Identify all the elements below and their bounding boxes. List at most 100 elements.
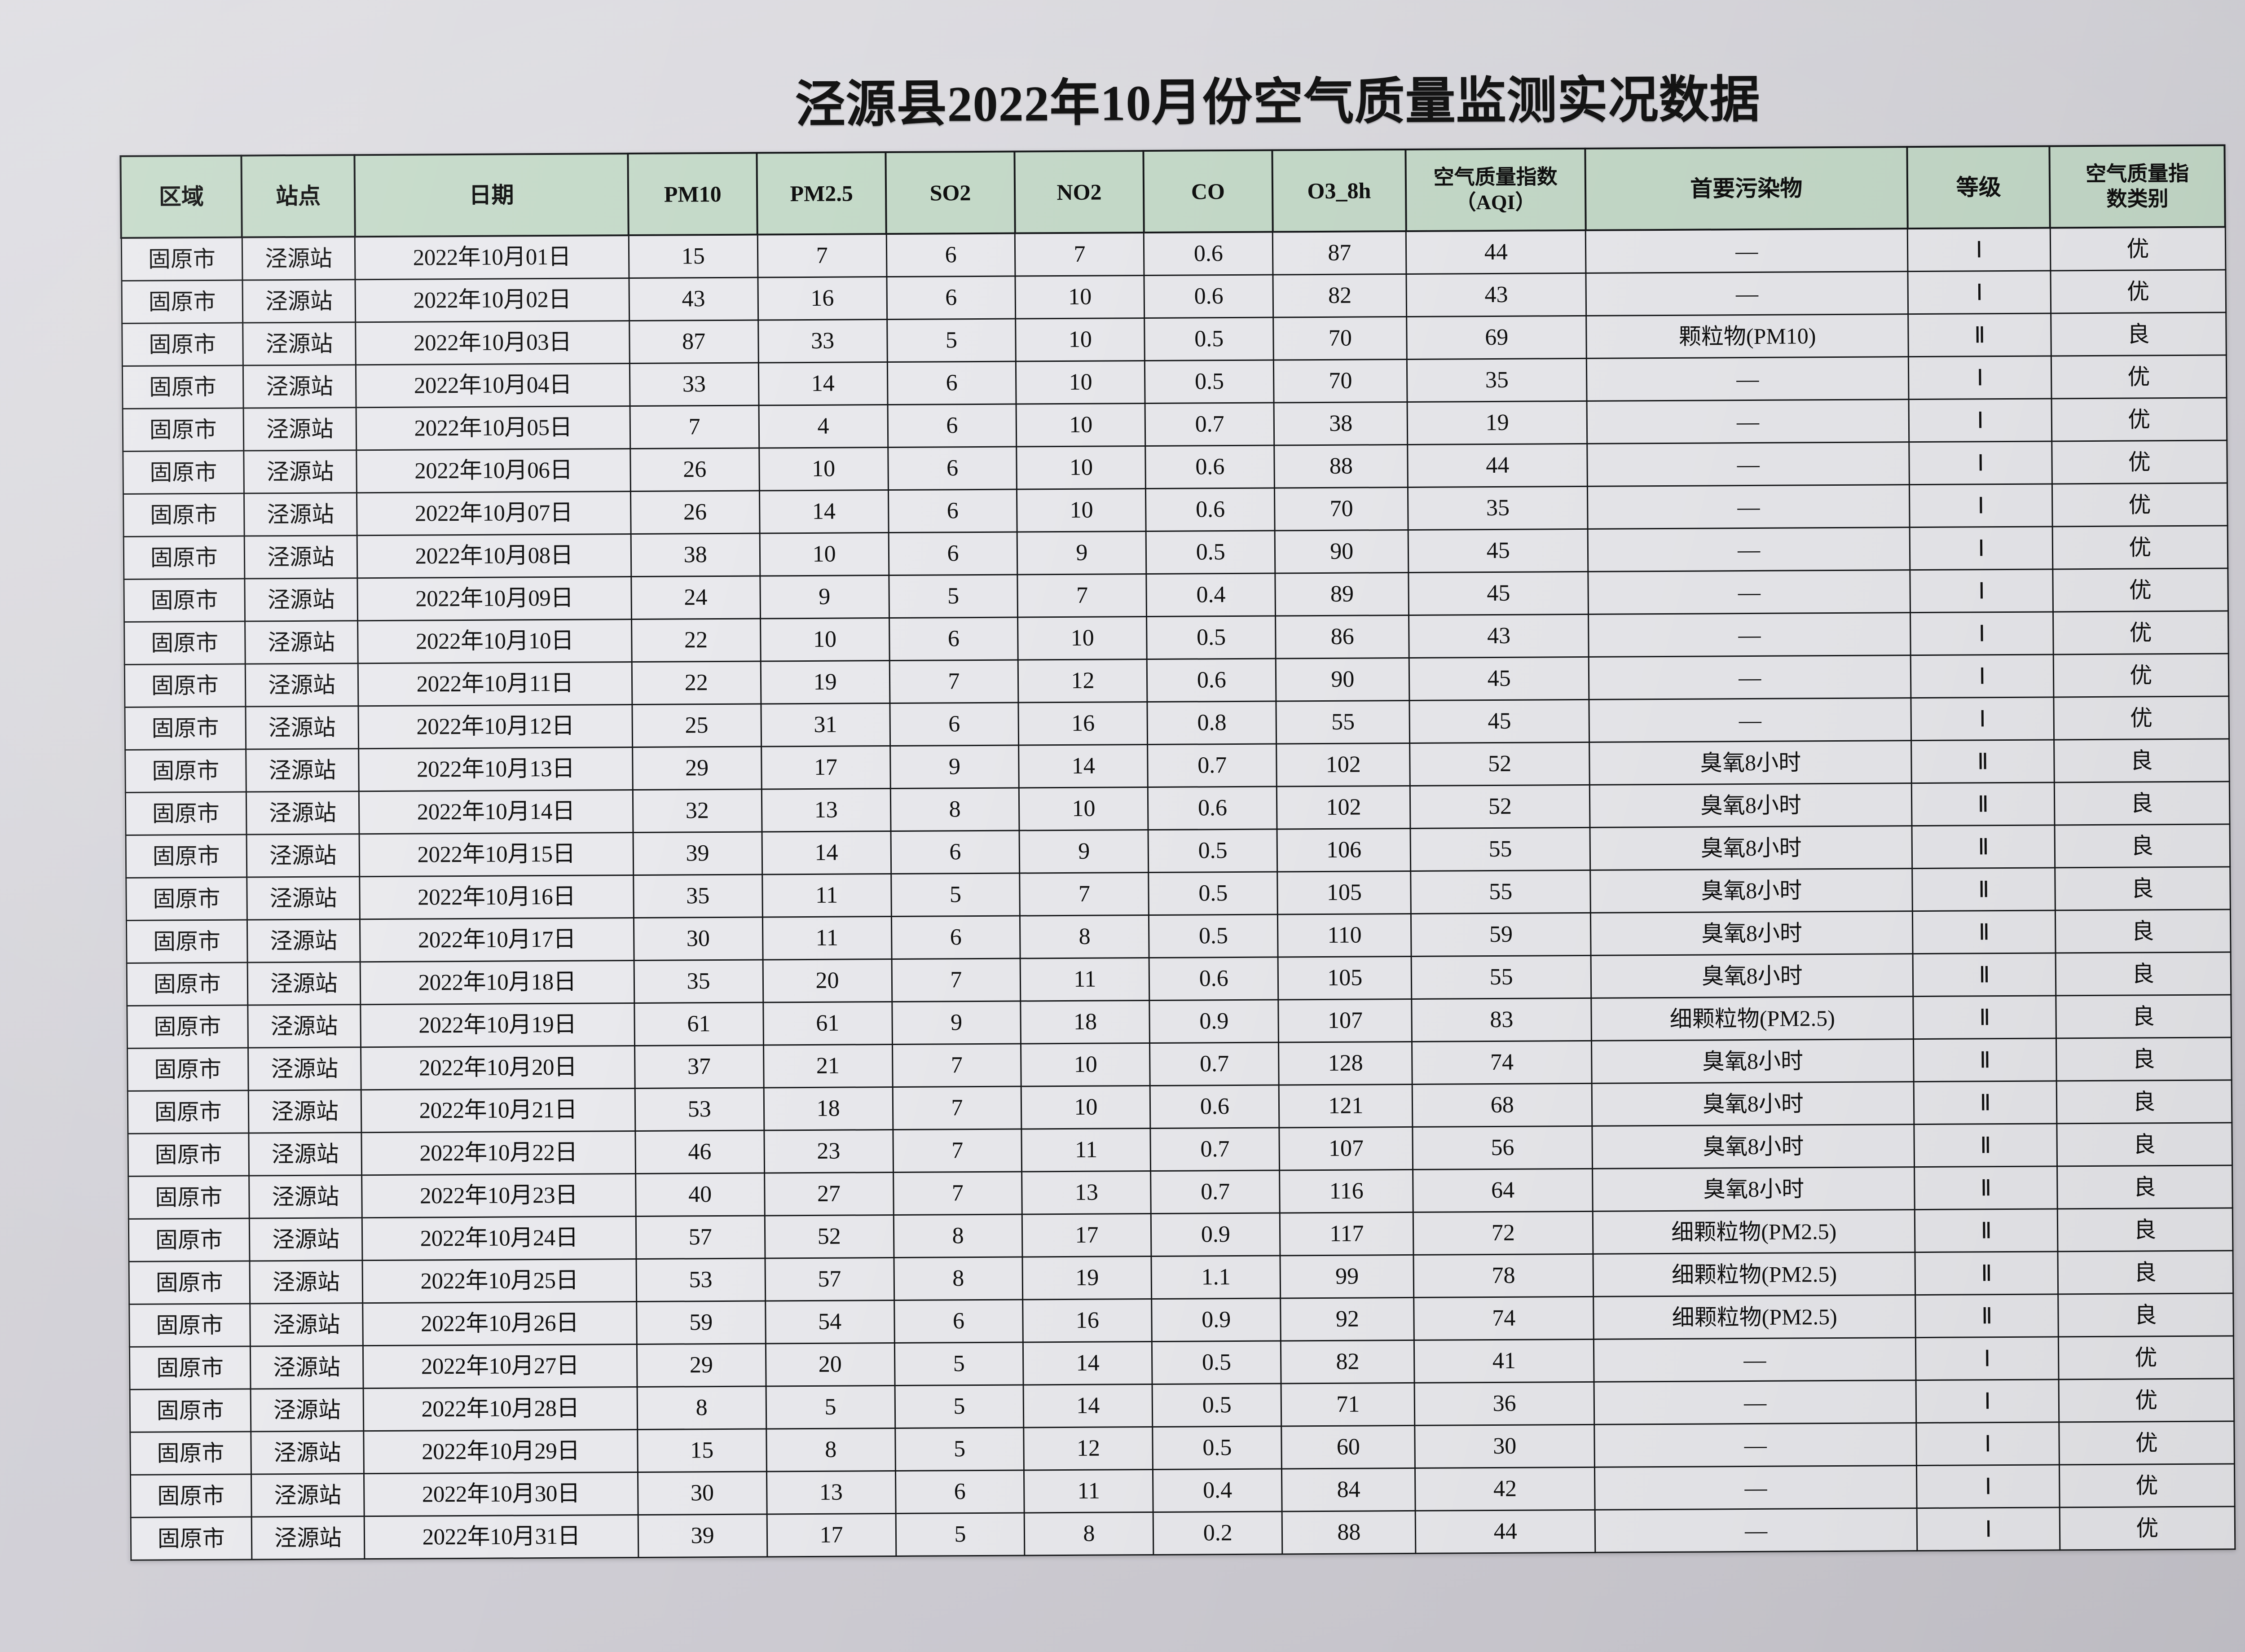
cell-station: 泾源站 (249, 1260, 363, 1304)
cell-category: 良 (2054, 824, 2230, 868)
cell-no2: 10 (1021, 1085, 1151, 1129)
cell-pm10: 57 (636, 1216, 765, 1259)
cell-category: 优 (2059, 1378, 2234, 1422)
cell-station: 泾源站 (245, 663, 358, 707)
cell-pm25: 14 (758, 362, 888, 406)
cell-category: 良 (2056, 1080, 2232, 1124)
cell-pm10: 25 (632, 704, 762, 747)
cell-date: 2022年10月22日 (361, 1131, 636, 1175)
cell-pollutant: 颗粒物(PM10) (1586, 314, 1909, 359)
cell-region: 固原市 (127, 1005, 248, 1049)
cell-pm10: 40 (635, 1173, 765, 1217)
cell-pm25: 16 (757, 277, 887, 321)
cell-pm10: 53 (634, 1088, 764, 1131)
cell-category: 良 (2054, 738, 2229, 782)
cell-station: 泾源站 (244, 492, 357, 536)
cell-station: 泾源站 (250, 1345, 364, 1389)
cell-o3-8h: 89 (1275, 572, 1409, 616)
cell-o3-8h: 71 (1281, 1383, 1415, 1426)
cell-so2: 6 (888, 489, 1017, 533)
cell-so2: 8 (894, 1257, 1023, 1301)
cell-date: 2022年10月04日 (356, 363, 630, 408)
cell-pollutant: — (1587, 442, 1910, 487)
cell-o3-8h: 55 (1276, 700, 1410, 744)
cell-co: 0.4 (1153, 1468, 1282, 1512)
cell-no2: 10 (1017, 616, 1147, 660)
cell-aqi: 45 (1409, 699, 1589, 743)
cell-so2: 5 (891, 873, 1020, 917)
cell-co: 0.5 (1148, 829, 1277, 873)
cell-o3-8h: 88 (1274, 444, 1408, 488)
cell-pm25: 17 (761, 746, 890, 790)
col-header-aqi-line2: （AQI） (1455, 190, 1536, 214)
cell-o3-8h: 86 (1275, 615, 1409, 659)
cell-pollutant: — (1594, 1380, 1917, 1425)
cell-aqi: 52 (1410, 742, 1590, 786)
cell-pm25: 23 (764, 1129, 894, 1173)
cell-station: 泾源站 (251, 1388, 364, 1432)
cell-region: 固原市 (123, 493, 245, 537)
cell-category: 良 (2054, 781, 2230, 825)
cell-aqi: 72 (1413, 1211, 1593, 1255)
cell-pollutant: 细颗粒物(PM2.5) (1593, 1252, 1915, 1297)
cell-region: 固原市 (121, 237, 242, 281)
cell-co: 0.7 (1149, 1042, 1279, 1086)
air-quality-table: 区域 站点 日期 PM10 PM2.5 SO2 NO2 CO O3_8h 空气质… (119, 144, 2236, 1561)
cell-aqi: 44 (1415, 1510, 1595, 1554)
cell-no2: 9 (1017, 531, 1147, 575)
cell-o3-8h: 90 (1276, 658, 1410, 702)
cell-aqi: 45 (1409, 571, 1589, 615)
cell-pm25: 11 (762, 874, 891, 918)
cell-o3-8h: 102 (1276, 743, 1410, 787)
cell-category: 优 (2051, 397, 2227, 441)
cell-pm10: 35 (633, 874, 763, 918)
cell-grade: Ⅱ (1911, 739, 2055, 783)
cell-category: 良 (2055, 909, 2231, 953)
cell-date: 2022年10月01日 (355, 235, 629, 280)
cell-o3-8h: 70 (1273, 316, 1407, 360)
cell-grade: Ⅱ (1913, 1038, 2057, 1082)
cell-pm10: 22 (631, 619, 761, 662)
cell-pm25: 13 (766, 1471, 896, 1514)
cell-so2: 5 (894, 1384, 1024, 1428)
cell-no2: 14 (1023, 1341, 1153, 1385)
cell-pm10: 38 (630, 533, 760, 577)
col-header-no2: NO2 (1014, 151, 1144, 233)
cell-pm25: 52 (764, 1215, 894, 1258)
cell-no2: 7 (1017, 574, 1147, 618)
cell-date: 2022年10月29日 (363, 1429, 638, 1474)
cell-so2: 6 (889, 703, 1019, 746)
cell-pm10: 30 (638, 1471, 767, 1515)
cell-so2: 5 (895, 1512, 1025, 1556)
cell-o3-8h: 70 (1273, 359, 1408, 403)
cell-pm10: 39 (633, 832, 762, 875)
cell-pollutant: 臭氧8小时 (1590, 911, 1913, 956)
cell-pm10: 37 (634, 1045, 764, 1089)
cell-region: 固原市 (128, 1261, 250, 1305)
cell-o3-8h: 121 (1279, 1084, 1413, 1128)
cell-date: 2022年10月30日 (364, 1472, 638, 1516)
cell-pm10: 15 (628, 234, 758, 278)
cell-grade: Ⅰ (1909, 398, 2052, 442)
cell-so2: 7 (889, 660, 1019, 703)
cell-grade: Ⅱ (1913, 953, 2056, 997)
cell-no2: 7 (1020, 872, 1149, 916)
cell-pm25: 57 (765, 1257, 894, 1301)
cell-region: 固原市 (123, 451, 244, 494)
cell-category: 良 (2057, 1250, 2233, 1294)
cell-pollutant: 臭氧8小时 (1592, 1124, 1915, 1169)
cell-no2: 10 (1019, 787, 1149, 831)
col-header-o3-8h: O3_8h (1272, 149, 1406, 232)
cell-pm25: 20 (766, 1343, 895, 1386)
page-title: 泾源县2022年10月份空气质量监测实况数据 (795, 72, 1761, 133)
cell-no2: 18 (1021, 1000, 1150, 1044)
cell-aqi: 55 (1411, 955, 1591, 999)
cell-aqi: 74 (1414, 1296, 1594, 1340)
cell-pm25: 20 (762, 959, 892, 1003)
cell-no2: 10 (1016, 360, 1145, 404)
cell-date: 2022年10月16日 (359, 875, 634, 919)
cell-no2: 11 (1020, 958, 1150, 1002)
header-row: 区域 站点 日期 PM10 PM2.5 SO2 NO2 CO O3_8h 空气质… (120, 145, 2225, 238)
cell-no2: 10 (1016, 403, 1146, 447)
cell-category: 优 (2053, 611, 2228, 655)
